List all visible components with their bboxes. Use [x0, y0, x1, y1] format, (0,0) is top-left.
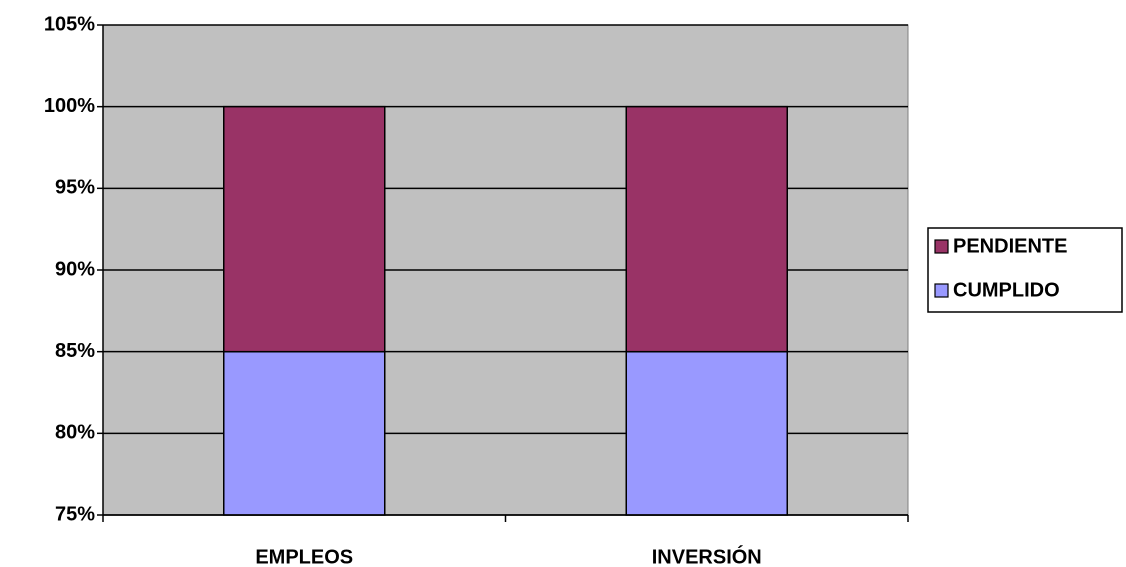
- y-tick-label: 100%: [44, 95, 95, 117]
- legend-swatch: [934, 239, 949, 254]
- x-tick-label: EMPLEOS: [255, 546, 353, 567]
- y-tick-label: 85%: [55, 340, 95, 362]
- y-tick-label: 75%: [55, 503, 95, 525]
- bar-segment: [625, 105, 788, 353]
- bar-segment: [625, 350, 788, 516]
- legend-label: CUMPLIDO: [953, 279, 1060, 301]
- y-tick-label: 90%: [55, 258, 95, 280]
- y-tick-label: 105%: [44, 13, 95, 35]
- legend-swatch: [934, 283, 949, 298]
- y-tick-label: 80%: [55, 422, 95, 444]
- legend-box: [927, 227, 1123, 313]
- legend-label: PENDIENTE: [953, 235, 1067, 257]
- bar-segment: [223, 350, 386, 516]
- bar-segment: [223, 105, 386, 353]
- y-tick-label: 95%: [55, 177, 95, 199]
- x-tick-label: INVERSIÓN: [652, 544, 762, 567]
